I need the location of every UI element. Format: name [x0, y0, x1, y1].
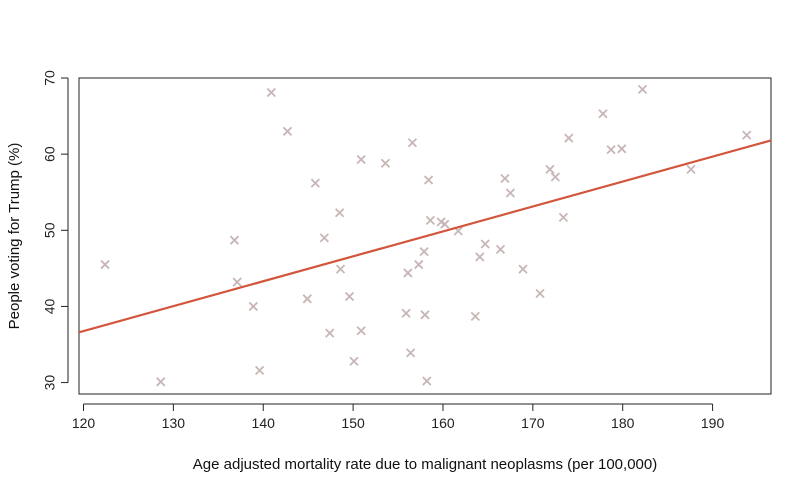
data-point — [475, 252, 485, 262]
data-point — [229, 235, 240, 245]
plot-frame — [78, 77, 772, 395]
data-point — [310, 178, 320, 188]
y-tick-label: 50 — [42, 222, 58, 238]
data-point — [617, 144, 627, 154]
data-point — [100, 259, 110, 270]
data-point — [414, 259, 424, 270]
data-point — [535, 288, 545, 299]
data-point — [470, 311, 480, 321]
data-point — [344, 291, 355, 302]
data-point — [495, 244, 506, 254]
data-point — [407, 138, 418, 148]
data-point — [637, 84, 648, 95]
x-tick-label: 180 — [611, 415, 635, 431]
data-point — [518, 264, 528, 274]
data-point — [423, 175, 434, 185]
y-tick-label: 40 — [42, 298, 58, 314]
data-point — [480, 239, 490, 249]
data-points — [100, 84, 752, 387]
data-point — [686, 164, 696, 175]
data-point — [598, 109, 608, 119]
data-point — [356, 326, 366, 336]
data-point — [302, 294, 312, 304]
y-axis: 30 40 50 60 70 — [42, 70, 69, 391]
data-point — [319, 233, 329, 243]
data-point — [403, 268, 413, 278]
x-axis: 120 130 140 150 160 170 180 190 — [72, 403, 725, 431]
regression-line — [78, 139, 772, 334]
data-point — [422, 376, 432, 386]
data-point — [255, 365, 265, 376]
data-point — [334, 208, 345, 218]
data-point — [405, 348, 416, 358]
x-tick-label: 150 — [341, 415, 365, 431]
data-point — [564, 133, 574, 143]
data-point — [380, 158, 391, 168]
y-tick-label: 60 — [42, 146, 58, 162]
data-point — [425, 215, 436, 226]
data-point — [349, 356, 359, 366]
data-point — [335, 264, 346, 274]
data-point — [156, 377, 166, 387]
data-point — [742, 130, 752, 140]
data-point — [606, 144, 616, 155]
data-point — [282, 126, 293, 136]
x-tick-label: 120 — [72, 415, 96, 431]
x-tick-label: 170 — [521, 415, 545, 431]
data-point — [401, 308, 411, 318]
y-tick-label: 30 — [42, 375, 58, 391]
data-point — [500, 173, 510, 184]
x-tick-label: 160 — [431, 415, 455, 431]
data-point — [505, 188, 516, 198]
x-tick-label: 130 — [162, 415, 186, 431]
y-axis-label: People voting for Trump (%) — [6, 143, 23, 330]
data-point — [248, 301, 258, 312]
data-point — [440, 219, 450, 229]
x-tick-label: 190 — [701, 415, 725, 431]
x-axis-label: Age adjusted mortality rate due to malig… — [193, 456, 657, 473]
data-point — [356, 154, 366, 165]
data-point — [325, 328, 335, 338]
data-point — [558, 212, 569, 222]
data-point — [419, 246, 429, 257]
data-point — [266, 87, 276, 98]
data-point — [545, 164, 555, 175]
data-point — [232, 277, 242, 287]
data-point — [420, 310, 430, 320]
x-tick-label: 140 — [252, 415, 276, 431]
y-tick-label: 70 — [42, 70, 58, 86]
data-point — [550, 172, 560, 182]
